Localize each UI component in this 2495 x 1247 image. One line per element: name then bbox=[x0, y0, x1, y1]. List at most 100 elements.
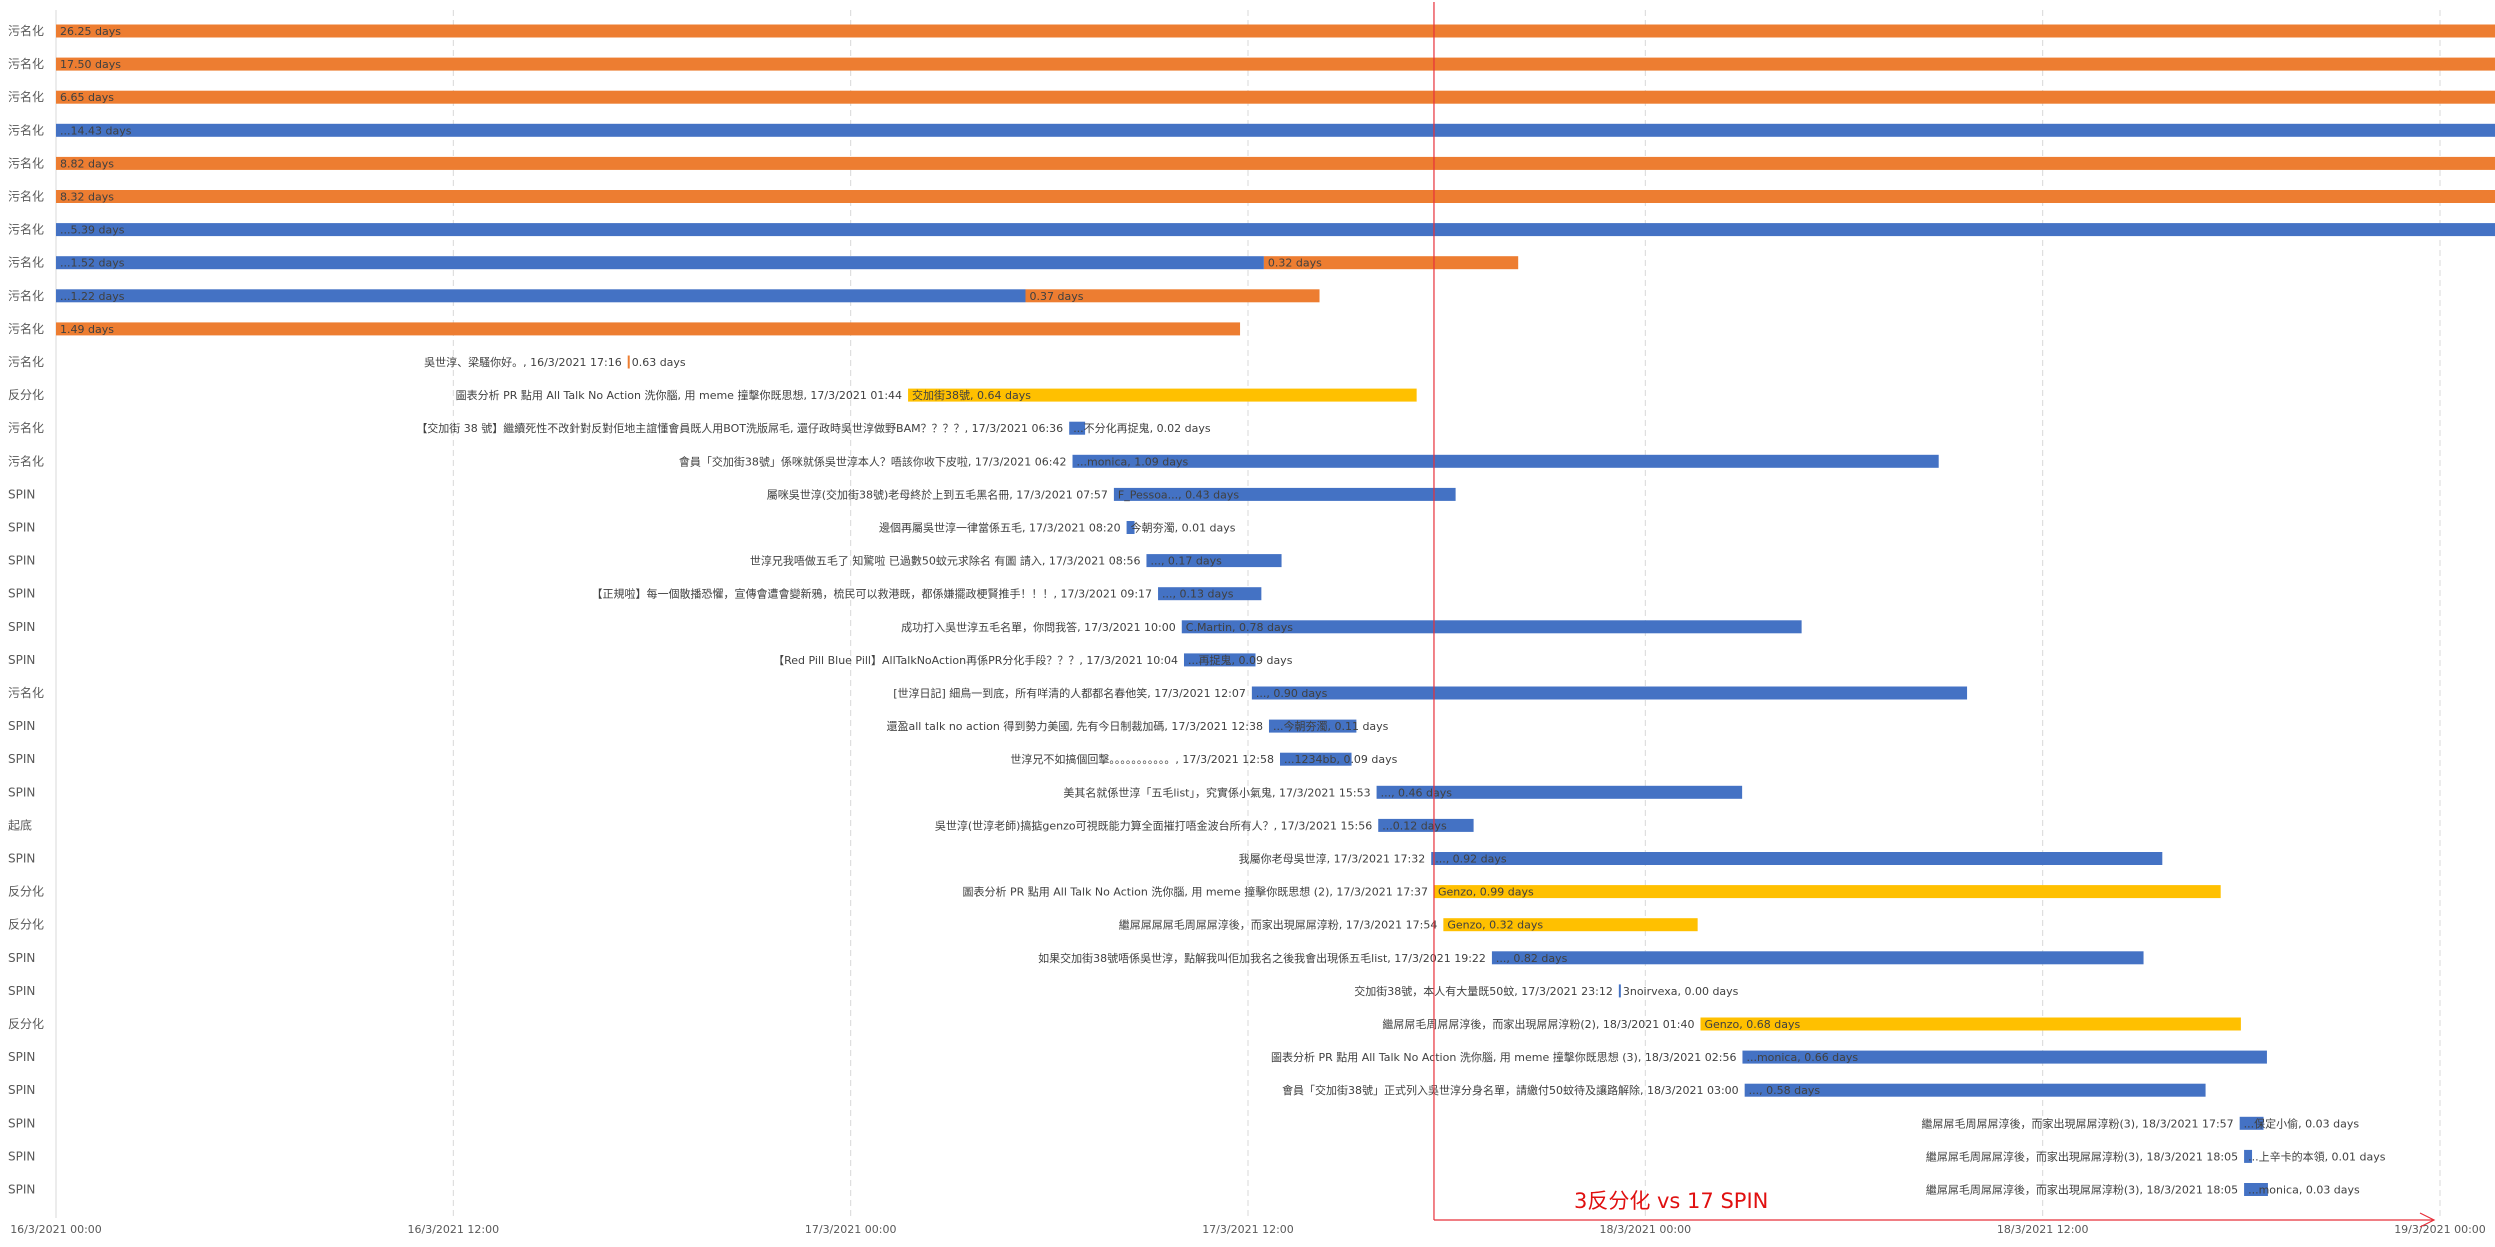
blue-bar bbox=[1376, 785, 1743, 799]
blue-bar bbox=[56, 123, 2495, 137]
task-label: 繼屌屌毛周屌屌淳後，而家出現屌屌淳粉(3), 18/3/2021 18:05 bbox=[1926, 1149, 2238, 1163]
category-label: SPIN bbox=[8, 852, 35, 866]
bar-data-label: F_Pessoa..., 0.43 days bbox=[1118, 488, 1239, 501]
bar-data-label: ...不分化再捉鬼, 0.02 days bbox=[1073, 421, 1211, 435]
task-label: 世淳兄不如搞個回擊。。。。。。。。。。。, 17/3/2021 12:58 bbox=[1010, 752, 1274, 766]
bar-data-label: ...1.22 days bbox=[60, 290, 125, 303]
task-label: 會員「交加街38號」正式列入吳世淳分身名單，請繳付50蚊待及讓路解除, 18/3… bbox=[1282, 1083, 1739, 1097]
task-label: [世淳日記] 細鳥一到底，所有咩清的人都都名春他笑, 17/3/2021 12:… bbox=[893, 686, 1246, 700]
x-tick-label: 18/3/2021 12:00 bbox=[1997, 1223, 2089, 1236]
task-label: 邊個再屬吳世淳一律當係五毛, 17/3/2021 08:20 bbox=[879, 521, 1121, 535]
category-label: 反分化 bbox=[8, 918, 44, 932]
yellow-bar bbox=[1433, 885, 2221, 899]
blue-bar bbox=[1113, 487, 1456, 501]
x-tick-label: 16/3/2021 00:00 bbox=[10, 1223, 102, 1236]
x-gridlines bbox=[55, 10, 2441, 1218]
task-label: 圖表分析 PR 點用 All Talk No Action 洗你腦, 用 mem… bbox=[1271, 1050, 1737, 1064]
annotation: 3反分化 vs 17 SPIN bbox=[1433, 2, 2436, 1228]
blue-bar bbox=[1491, 951, 2144, 965]
bar-data-label: ..., 0.17 days bbox=[1150, 555, 1222, 568]
category-label: SPIN bbox=[8, 1183, 35, 1197]
bar-data-label: ...monica, 0.03 days bbox=[2248, 1184, 2360, 1197]
x-tick-label: 18/3/2021 00:00 bbox=[1600, 1223, 1692, 1236]
bar-data-label: 17.50 days bbox=[60, 58, 121, 71]
orange-bar bbox=[56, 24, 2495, 38]
bar-data-label: 今朝夯濁, 0.01 days bbox=[1131, 521, 1236, 535]
task-label: 繼屌屌毛周屌屌淳後，而家出現屌屌淳粉(2), 18/3/2021 01:40 bbox=[1382, 1017, 1694, 1031]
blue-bar bbox=[56, 256, 1264, 270]
task-label: 【交加街 38 號】繼續死性不改針對反對佢地主誼懂會員既人用BOT洗版屌毛, 還… bbox=[416, 421, 1063, 435]
category-label: 污名化 bbox=[8, 420, 44, 435]
orange-bar bbox=[627, 355, 630, 369]
bar-data-label: ...1234bb, 0.09 days bbox=[1284, 753, 1398, 766]
category-label: 反分化 bbox=[8, 1017, 44, 1031]
task-label: 吳世淳(世淳老師)搞掂genzo可視既能力算全面摧打唔金波台所有人？, 17/3… bbox=[935, 818, 1372, 832]
bar-data-label: ...今朝夯濁, 0.11 days bbox=[1273, 719, 1389, 733]
task-label: 圖表分析 PR 點用 All Talk No Action 洗你腦, 用 mem… bbox=[456, 388, 902, 402]
blue-bar bbox=[2244, 1183, 2268, 1196]
orange-bar bbox=[56, 190, 2495, 203]
bar-data-label: 6.65 days bbox=[60, 91, 114, 104]
blue-bar bbox=[1146, 554, 1282, 568]
blue-bar bbox=[1251, 686, 1968, 700]
task-label: 世淳兄我唔做五毛了 知驚啦 已過數50蚊元求除名 有圖 請入, 17/3/202… bbox=[750, 554, 1141, 568]
yellow-bar bbox=[1700, 1017, 2241, 1031]
orange-bar bbox=[56, 156, 2495, 170]
blue-bar bbox=[1126, 521, 1135, 534]
orange-bar bbox=[56, 322, 1241, 336]
category-label: 污名化 bbox=[8, 155, 44, 170]
x-tick-label: 16/3/2021 12:00 bbox=[408, 1223, 500, 1236]
category-label: 污名化 bbox=[8, 23, 44, 38]
bar-data-label: ...monica, 0.66 days bbox=[1746, 1051, 1858, 1064]
bar-data-label: ...monica, 1.09 days bbox=[1077, 455, 1189, 468]
task-label: 還盈all talk no action 得到勢力美國, 先有今日制裁加碼, 1… bbox=[887, 719, 1263, 733]
yellow-bar bbox=[908, 388, 1417, 402]
task-label: 屬咪吳世淳(交加街38號)老母終於上到五毛黑名冊, 17/3/2021 07:5… bbox=[767, 487, 1108, 501]
bar-data-label: 0.37 days bbox=[1029, 290, 1083, 303]
category-label: SPIN bbox=[8, 1050, 35, 1064]
x-tick-label: 17/3/2021 00:00 bbox=[805, 1223, 897, 1236]
blue-bar bbox=[2239, 1116, 2264, 1130]
category-label: SPIN bbox=[8, 521, 35, 535]
orange-bar bbox=[56, 57, 2495, 71]
bar-data-label: ...再捉鬼, 0.09 days bbox=[1188, 653, 1293, 667]
category-label: 污名化 bbox=[8, 56, 44, 71]
blue-bar bbox=[1431, 852, 2163, 865]
category-label: 污名化 bbox=[8, 222, 44, 237]
category-label: 污名化 bbox=[8, 354, 44, 369]
category-label: 反分化 bbox=[8, 885, 44, 899]
task-label: 【Red Pill Blue Pill】AllTalkNoAction再係PR分… bbox=[773, 653, 1178, 667]
category-label: 污名化 bbox=[8, 189, 44, 204]
bar-data-label: Genzo, 0.68 days bbox=[1705, 1018, 1801, 1031]
category-label: SPIN bbox=[8, 554, 35, 568]
category-label: 污名化 bbox=[8, 288, 44, 303]
blue-bar bbox=[1280, 752, 1352, 766]
blue-bar bbox=[56, 223, 2495, 237]
bar-data-label: Genzo, 0.32 days bbox=[1447, 919, 1543, 932]
blue-bar bbox=[2244, 1149, 2253, 1163]
blue-bar bbox=[1378, 818, 1474, 832]
blue-bar bbox=[1744, 1083, 2206, 1097]
category-label: SPIN bbox=[8, 752, 35, 766]
category-label: SPIN bbox=[8, 785, 35, 799]
bar-data-label: ...0.12 days bbox=[1382, 819, 1447, 832]
bar-data-label: 8.82 days bbox=[60, 157, 114, 170]
x-tick-labels: 16/3/2021 00:00 16/3/2021 12:00 17/3/2021 … bbox=[10, 1223, 2486, 1236]
blue-bar bbox=[1158, 587, 1262, 601]
orange-bar bbox=[1263, 256, 1519, 270]
task-label: 我屬你老母吳世淳, 17/3/2021 17:32 bbox=[1239, 852, 1426, 866]
blue-bar bbox=[1618, 984, 1621, 998]
blue-bar bbox=[56, 289, 1026, 303]
bar-data-label: 8.32 days bbox=[60, 191, 114, 204]
blue-bar bbox=[1069, 421, 1086, 435]
task-label: 圖表分析 PR 點用 All Talk No Action 洗你腦, 用 mem… bbox=[962, 885, 1428, 899]
bar-data-label: ...5.39 days bbox=[60, 224, 125, 237]
task-label: 會員「交加街38號」係咪就係吳世淳本人？唔該你收下皮啦, 17/3/2021 0… bbox=[679, 454, 1067, 468]
bar-data-label: 交加街38號, 0.64 days bbox=[912, 388, 1031, 402]
category-label: 反分化 bbox=[8, 388, 44, 402]
bar-data-label: 3noirvexa, 0.00 days bbox=[1623, 985, 1739, 998]
x-tick-label: 17/3/2021 12:00 bbox=[1202, 1223, 1294, 1236]
task-label: 【正規啦】每一個散播恐懼，宣傳會遭會變新鴉，梳民可以救港既，都係嫌擺政梗賢推手！… bbox=[591, 587, 1152, 601]
category-label: SPIN bbox=[8, 1149, 35, 1163]
